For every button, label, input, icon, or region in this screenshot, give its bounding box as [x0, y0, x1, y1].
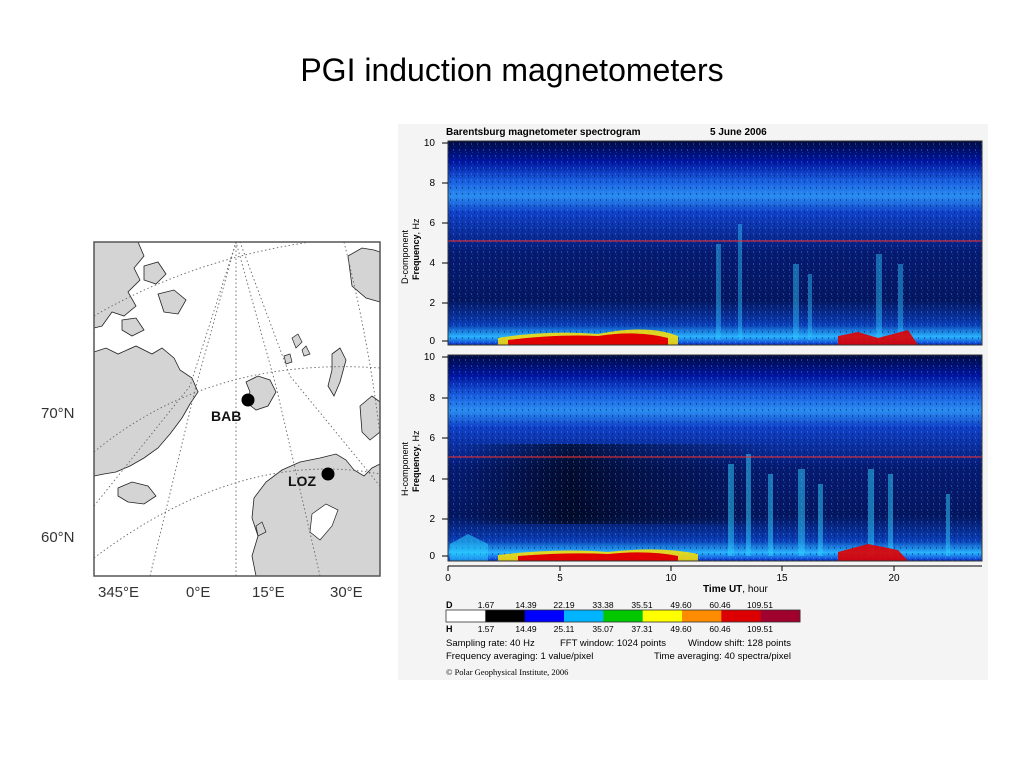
x-tick-5: 5 — [557, 573, 563, 584]
svg-text:60.46: 60.46 — [709, 624, 731, 634]
station-marker-bab — [241, 393, 255, 407]
svg-text:6: 6 — [429, 433, 435, 444]
d-component-label: D-component — [400, 229, 410, 284]
map-graticule — [93, 241, 381, 577]
lat-label-70n: 70°N — [41, 405, 75, 422]
svg-text:60.46: 60.46 — [709, 600, 731, 610]
spectrogram-date: 5 June 2006 — [710, 127, 767, 138]
svg-text:6: 6 — [429, 218, 435, 229]
colorbar-h-label: H — [446, 624, 453, 634]
colorbar-d-label: D — [446, 600, 453, 610]
svg-text:33.38: 33.38 — [592, 600, 614, 610]
colorbar-swatch — [642, 610, 683, 622]
d-low-freq-band — [498, 329, 918, 345]
svg-text:10: 10 — [424, 352, 436, 363]
colorbar-swatch — [760, 610, 801, 622]
colorbar-swatch — [564, 610, 604, 622]
h-low-freq-band — [450, 534, 908, 561]
d-y-ticks: 10 8 6 4 2 0 — [424, 138, 436, 347]
lon-label-0e: 0°E — [186, 584, 210, 601]
svg-text:25.11: 25.11 — [554, 624, 575, 634]
x-tick-15: 15 — [776, 573, 788, 584]
spectrogram-figure: Barentsburg magnetometer spectrogram 5 J… — [398, 124, 988, 680]
h-component-panel: 10 8 6 4 2 0 H-component Frequency, Hz — [400, 352, 983, 562]
h-y-ticks: 10 8 6 4 2 0 — [424, 352, 436, 562]
svg-text:0: 0 — [429, 336, 435, 347]
colorbar-swatch — [682, 610, 722, 622]
svg-text:49.60: 49.60 — [670, 600, 692, 610]
svg-text:14.39: 14.39 — [515, 600, 537, 610]
d-frequency-label: Frequency, Hz — [411, 218, 421, 280]
info-sampling-rate: Sampling rate: 40 Hz — [446, 638, 535, 649]
x-tick-0: 0 — [445, 573, 451, 584]
copyright: © Polar Geophysical Institute, 2006 — [446, 667, 568, 677]
svg-text:35.07: 35.07 — [592, 624, 614, 634]
svg-text:1.57: 1.57 — [478, 624, 495, 634]
svg-text:1.67: 1.67 — [478, 600, 495, 610]
svg-text:49.60: 49.60 — [670, 624, 692, 634]
colorbar-swatch — [485, 610, 526, 622]
svg-text:109.51: 109.51 — [747, 600, 773, 610]
info-window-shift: Window shift: 128 points — [688, 638, 791, 649]
slide-title: PGI induction magnetometers — [300, 52, 724, 88]
lon-label-345e: 345°E — [98, 584, 139, 601]
svg-text:8: 8 — [429, 393, 435, 404]
lon-label-30e: 30°E — [330, 584, 363, 601]
svg-text:0: 0 — [429, 551, 435, 562]
colorbar-swatch — [603, 610, 644, 622]
info-frequency-averaging: Frequency averaging: 1 value/pixel — [446, 651, 593, 662]
svg-text:4: 4 — [429, 258, 435, 269]
x-axis-label: Time UT, hour — [703, 584, 769, 595]
station-label-loz: LOZ — [288, 473, 316, 489]
svg-text:109.51: 109.51 — [747, 624, 773, 634]
colorbar-swatch — [524, 610, 565, 622]
lon-label-15e: 15°E — [252, 584, 285, 601]
station-label-bab: BAB — [211, 408, 241, 424]
info-fft-window: FFT window: 1024 points — [560, 638, 666, 649]
x-tick-10: 10 — [665, 573, 677, 584]
d-component-panel: 10 8 6 4 2 0 D-component Frequency, Hz — [400, 138, 983, 347]
spectrogram-title: Barentsburg magnetometer spectrogram — [446, 127, 641, 138]
acquisition-info: Sampling rate: 40 Hz FFT window: 1024 po… — [446, 638, 791, 662]
x-axis: 0 5 10 15 20 Time UT, hour — [445, 565, 982, 595]
svg-text:22.19: 22.19 — [553, 600, 575, 610]
map-frame — [93, 241, 381, 577]
h-component-label: H-component — [400, 441, 410, 496]
station-marker-loz — [321, 467, 335, 481]
d-bursts — [716, 224, 903, 340]
info-time-averaging: Time averaging: 40 spectra/pixel — [654, 651, 791, 662]
svg-text:14.49: 14.49 — [515, 624, 537, 634]
novaya-zemlya — [327, 347, 347, 397]
svg-text:4: 4 — [429, 474, 435, 485]
colorbar-swatch — [721, 610, 762, 622]
station-map: 70°N 60°N — [40, 236, 390, 608]
h-bursts — [728, 454, 950, 556]
canadian-islands — [93, 241, 145, 329]
greenland-landmass — [93, 345, 199, 477]
lat-label-60n: 60°N — [41, 529, 75, 546]
svg-text:2: 2 — [429, 514, 435, 525]
colorbar-swatch — [446, 610, 486, 622]
colorbar-swatches — [446, 610, 801, 622]
colorbar: D 1.67 14.39 22.19 33.38 35.51 49.60 60.… — [445, 600, 801, 634]
svg-text:8: 8 — [429, 178, 435, 189]
x-tick-20: 20 — [888, 573, 900, 584]
svg-text:37.31: 37.31 — [631, 624, 653, 634]
svg-text:10: 10 — [424, 138, 436, 149]
svg-text:35.51: 35.51 — [631, 600, 653, 610]
iceland-landmass — [117, 481, 157, 505]
svg-text:2: 2 — [429, 298, 435, 309]
h-frequency-label: Frequency, Hz — [411, 430, 421, 492]
